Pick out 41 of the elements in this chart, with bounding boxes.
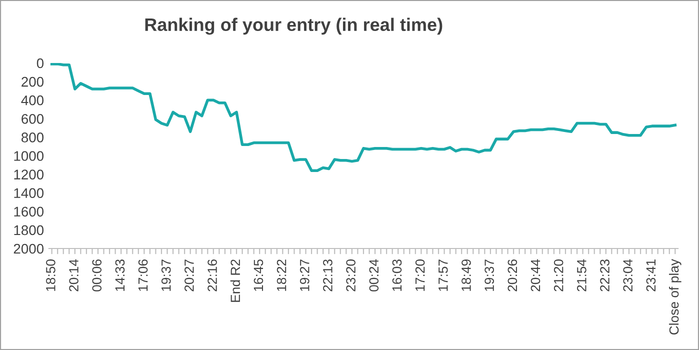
- x-tick-label: 14:33: [115, 259, 125, 291]
- x-tick-label: 19:27: [300, 260, 310, 291]
- y-tick-label: 2000: [14, 244, 44, 254]
- x-tick-label: 22:23: [600, 259, 610, 292]
- x-tick-label: 17:57: [438, 260, 448, 291]
- y-tick-label: 200: [22, 76, 44, 87]
- x-tick-label: 18:22: [276, 260, 286, 291]
- x-tick-label: 16:45: [254, 259, 264, 291]
- x-tick-label: 21:20: [554, 259, 564, 292]
- x-tick-label: 18:49: [462, 260, 471, 291]
- x-tick-label: 23:04: [623, 259, 633, 292]
- y-tick-label: 1400: [14, 188, 44, 198]
- chart-title: Ranking of your entry (in real time): [145, 18, 442, 35]
- x-tick-label: 22:16: [208, 259, 217, 292]
- y-tick-label: 1200: [14, 170, 44, 180]
- y-tick-label: 800: [22, 132, 44, 142]
- x-tick-label: 18:50: [46, 259, 56, 291]
- x-tick-label: 17:06: [138, 259, 148, 291]
- x-tick-label: 23:41: [646, 260, 656, 292]
- x-tick-label: 19:37: [484, 260, 494, 291]
- x-tick-label: 20:27: [184, 260, 194, 292]
- x-tick-label: 19:37: [161, 260, 171, 291]
- line-series: [50, 63, 677, 172]
- y-tick-label: 600: [22, 114, 44, 124]
- y-tick-label: 0: [36, 58, 44, 68]
- x-tick-label: 21:54: [577, 259, 586, 292]
- x-tick-label: 16:03: [392, 259, 402, 291]
- y-tick-label: 1000: [14, 151, 44, 161]
- x-tick-label: 00:24: [369, 259, 379, 292]
- x-tick-label: End R2: [230, 260, 240, 302]
- y-tick-label: 400: [21, 95, 44, 106]
- x-tick-label: 00:06: [92, 259, 102, 292]
- y-tick-label: 1600: [14, 206, 44, 217]
- x-tick-label: Close of play: [668, 258, 682, 335]
- x-tick-label: 20:44: [530, 259, 540, 292]
- x-tick-label: 17:20: [415, 259, 425, 291]
- x-tick-label: 20:26: [508, 259, 518, 292]
- y-tick-label: 1800: [14, 225, 44, 236]
- x-tick-label: 23:20: [346, 259, 356, 292]
- x-tick-label: 22:13: [323, 259, 332, 292]
- x-tick-label: 20:14: [69, 259, 78, 292]
